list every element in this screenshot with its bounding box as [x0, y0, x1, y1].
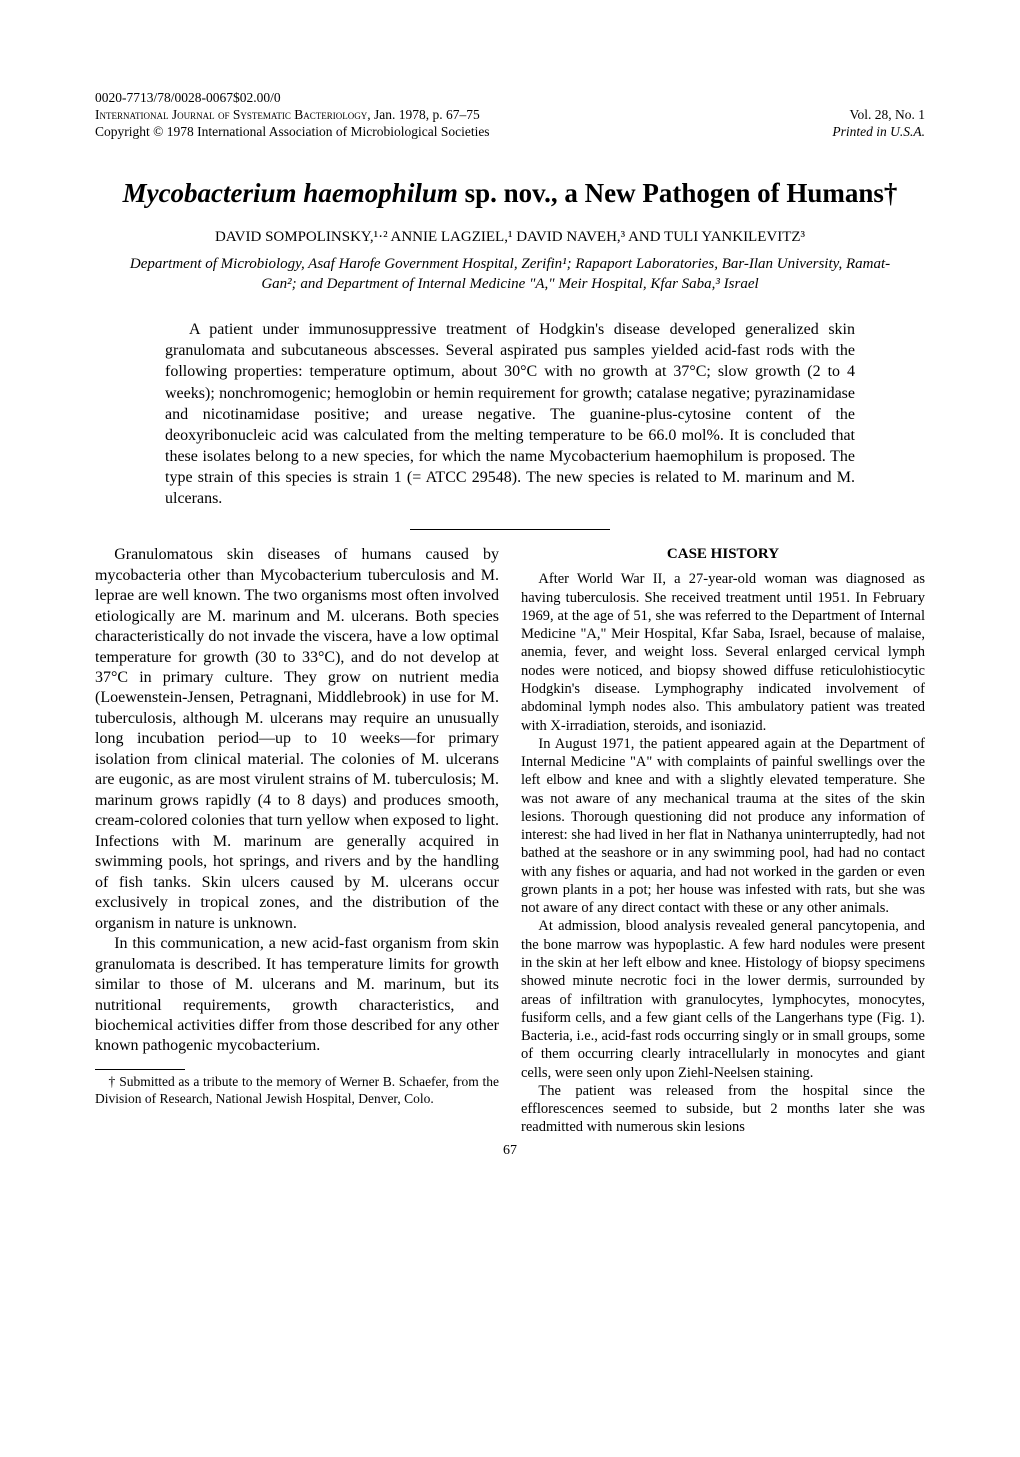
intro-p1: Granulomatous skin diseases of humans ca…	[95, 545, 499, 934]
header-block: 0020-7713/78/0028-0067$02.00/0 Internati…	[95, 90, 925, 141]
case-p4: The patient was released from the hospit…	[521, 1082, 925, 1137]
article-title: Mycobacterium haemophilum sp. nov., a Ne…	[95, 176, 925, 211]
journal-name: International Journal of Systematic Bact…	[95, 107, 480, 124]
page-number: 67	[95, 1143, 925, 1159]
case-history-heading: CASE HISTORY	[521, 545, 925, 564]
header-line1: 0020-7713/78/0028-0067$02.00/0	[95, 90, 925, 107]
header-row-3: Copyright © 1978 International Associati…	[95, 124, 925, 141]
body-columns: Granulomatous skin diseases of humans ca…	[95, 545, 925, 1136]
affiliations: Department of Microbiology, Asaf Harofe …	[125, 254, 895, 295]
case-p3: At admission, blood analysis revealed ge…	[521, 917, 925, 1081]
printed-in: Printed in U.S.A.	[832, 124, 925, 141]
copyright: Copyright © 1978 International Associati…	[95, 124, 490, 141]
right-column: CASE HISTORY After World War II, a 27-ye…	[521, 545, 925, 1136]
title-rest: sp. nov., a New Pathogen of Humans†	[458, 178, 898, 208]
journal-suffix: Jan. 1978, p. 67–75	[371, 107, 480, 122]
authors: DAVID SOMPOLINSKY,¹·² ANNIE LAGZIEL,¹ DA…	[95, 229, 925, 246]
title-species: Mycobacterium haemophilum	[123, 178, 458, 208]
case-p1: After World War II, a 27-year-old woman …	[521, 570, 925, 734]
page: 0020-7713/78/0028-0067$02.00/0 Internati…	[0, 0, 1020, 1457]
abstract-divider	[410, 529, 610, 530]
header-row-2: International Journal of Systematic Bact…	[95, 107, 925, 124]
left-column: Granulomatous skin diseases of humans ca…	[95, 545, 499, 1136]
abstract: A patient under immunosuppressive treatm…	[165, 319, 855, 509]
journal-prefix: International Journal of Systematic Bact…	[95, 107, 371, 122]
footnote-separator	[95, 1069, 185, 1070]
intro-p2: In this communication, a new acid-fast o…	[95, 934, 499, 1057]
case-p2: In August 1971, the patient appeared aga…	[521, 735, 925, 918]
volume-issue: Vol. 28, No. 1	[849, 107, 925, 124]
footnote: † Submitted as a tribute to the memory o…	[95, 1074, 499, 1108]
abstract-text: A patient under immunosuppressive treatm…	[165, 319, 855, 509]
